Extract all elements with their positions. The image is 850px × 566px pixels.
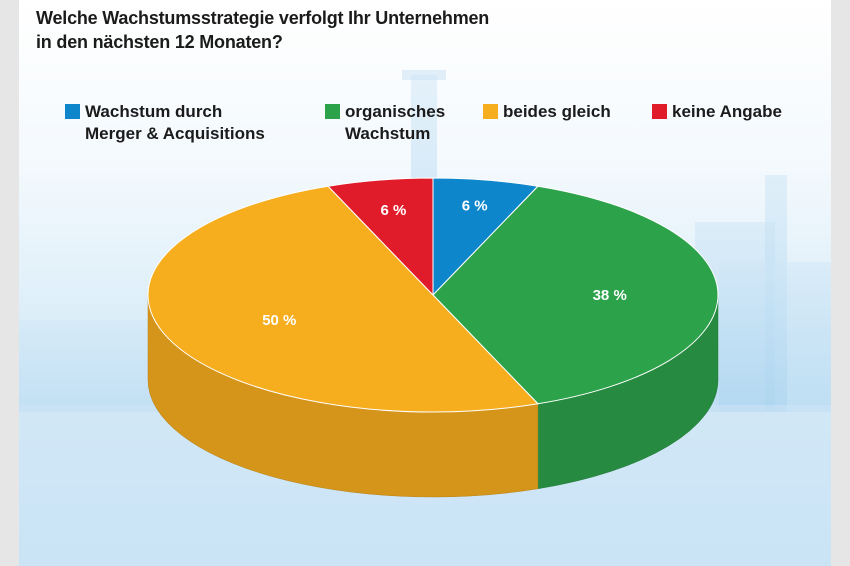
chart-frame: 6 % 38 % 50 % 6 % Welche Wachstumsstrategie…: [19, 0, 831, 566]
legend-swatch: [652, 104, 667, 119]
pie-data-label: 6 %: [381, 202, 407, 219]
legend-swatch: [65, 104, 80, 119]
pie-data-label: 6 %: [462, 197, 488, 214]
pie-chart: 6 % 38 % 50 % 6 %: [19, 70, 831, 566]
pie-labels: 6 % 38 % 50 % 6 %: [262, 197, 627, 329]
background-skyline: [19, 70, 831, 566]
legend-label: Wachstum durch Merger & Acquisitions: [85, 102, 265, 143]
pie-data-label: 50 %: [262, 312, 296, 329]
legend-label: beides gleich: [503, 102, 611, 121]
pie-data-label: 38 %: [593, 287, 627, 304]
title-line-1: Welche Wachstumsstrategie verfolgt Ihr U…: [36, 8, 490, 28]
pie-slice: [327, 177, 434, 297]
pie-top: [147, 177, 719, 413]
pie-slice: [432, 185, 719, 405]
legend-label: organisches Wachstum: [345, 102, 446, 143]
title-line-2: in den nächsten 12 Monaten?: [36, 32, 283, 52]
legend-swatch: [325, 104, 340, 119]
legend-label: keine Angabe: [672, 102, 782, 121]
chart-title: Welche Wachstumsstrategie verfolgt Ihr U…: [36, 6, 736, 54]
legend-swatch: [483, 104, 498, 119]
pie-slice: [147, 185, 539, 413]
